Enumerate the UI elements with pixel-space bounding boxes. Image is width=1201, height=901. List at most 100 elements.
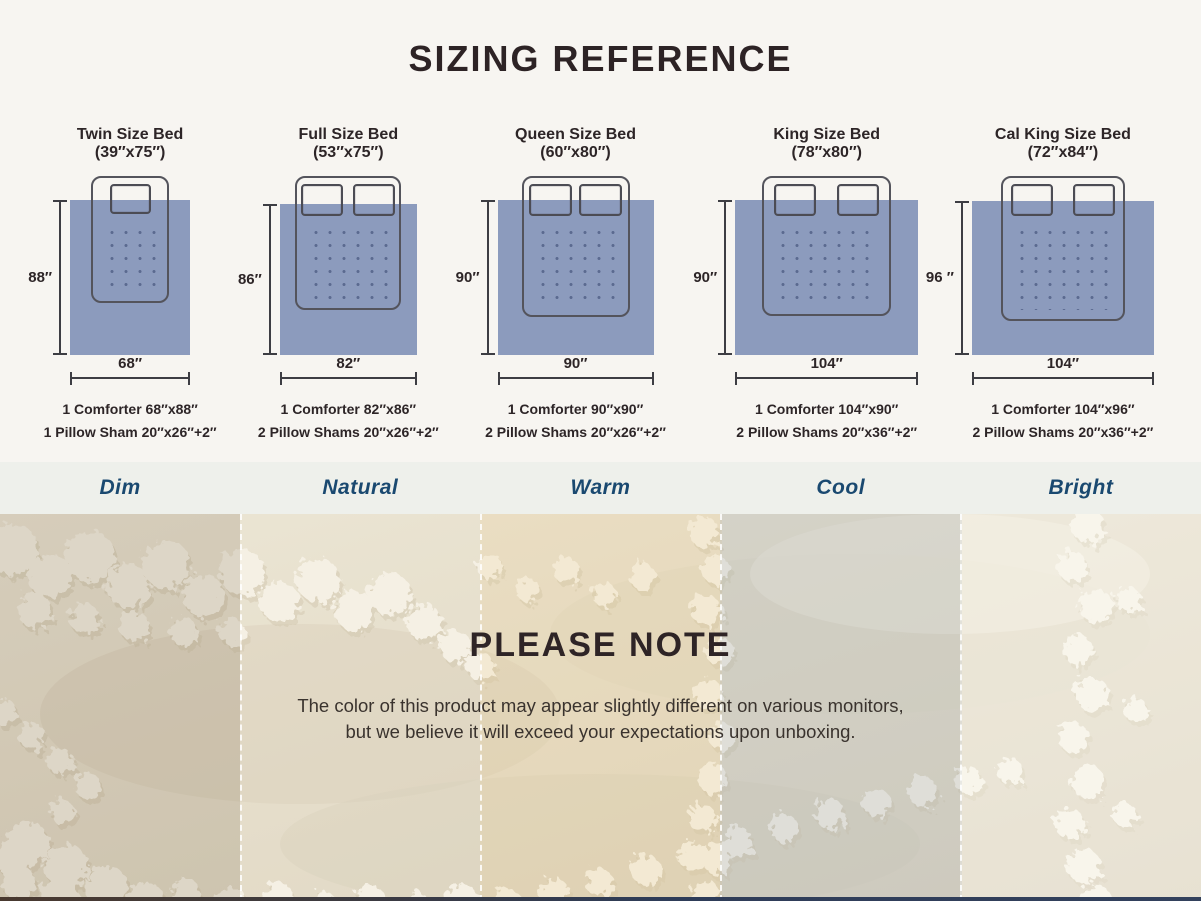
height-label: 90″ — [693, 268, 718, 286]
lighting-label: Bright — [1048, 476, 1114, 499]
lighting-label: Warm — [570, 476, 631, 499]
pillow-row — [93, 184, 167, 214]
bed-column: King Size Bed (78″x80″) 90″ 104″ 1 Comfo… — [693, 126, 947, 444]
mattress-outline — [521, 176, 630, 317]
bed-dimensions: (60″x80″) — [540, 144, 611, 161]
comforter-spec: 1 Comforter 104″x90″ — [755, 401, 899, 417]
pillow-row — [524, 184, 628, 216]
width-label: 82″ — [336, 355, 361, 372]
mattress-outline — [1000, 176, 1125, 321]
bed-diagram: 86″ 82″ — [228, 170, 468, 388]
pillow — [529, 184, 572, 216]
mattress-outline — [91, 176, 170, 303]
pillow — [301, 184, 344, 216]
comforter-spec: 1 Comforter 104″x96″ — [991, 401, 1135, 417]
bed-diagram: 96 ″ 104″ — [926, 170, 1183, 388]
bottom-accent-bar — [0, 897, 1201, 901]
bed-name: Queen Size Bed — [515, 126, 636, 143]
bed-dimensions: (72″x84″) — [1027, 144, 1099, 161]
bed-heading: Cal King Size Bed (72″x84″) — [943, 126, 1183, 162]
bed-heading: King Size Bed (78″x80″) — [707, 126, 947, 162]
bed-dimensions: (53″x75″) — [313, 144, 384, 161]
sham-spec: 2 Pillow Shams 20″x36″+2″ — [972, 424, 1154, 440]
mattress-outline — [295, 176, 402, 310]
height-dimension-line — [53, 200, 68, 355]
width-dimension-line — [735, 372, 919, 385]
height-label: 96 ″ — [925, 269, 954, 286]
bed-specs: 1 Comforter 68″x88″ 1 Pillow Sham 20″x26… — [10, 398, 250, 444]
width-dimension-line — [497, 372, 654, 385]
pillow — [353, 184, 396, 216]
height-dimension-line — [480, 200, 495, 355]
bed-heading: Queen Size Bed (60″x80″) — [455, 126, 695, 162]
fabric-photo — [0, 514, 1201, 901]
bed-heading: Full Size Bed (53″x75″) — [228, 126, 468, 162]
sham-spec: 2 Pillow Shams 20″x26″+2″ — [485, 424, 666, 440]
lighting-photo-section: PLEASE NOTE The color of this product ma… — [0, 514, 1201, 901]
height-label: 86″ — [237, 270, 262, 288]
height-dimension-line — [718, 200, 733, 355]
please-note: PLEASE NOTE The color of this product ma… — [0, 626, 1201, 745]
width-label: 90″ — [563, 355, 588, 372]
beds-row: Twin Size Bed (39″x75″) 88″ 68″ 1 Comfor… — [0, 126, 1201, 444]
pillow — [774, 184, 817, 216]
width-label: 104″ — [810, 355, 843, 372]
lighting-label: Natural — [322, 476, 399, 499]
pillow-row — [764, 184, 889, 216]
dots-pattern — [533, 224, 618, 306]
bed-name: Full Size Bed — [298, 126, 399, 143]
bed-name: Cal King Size Bed — [994, 126, 1131, 143]
bed-column: Twin Size Bed (39″x75″) 88″ 68″ 1 Comfor… — [10, 126, 250, 444]
bed-diagram: 90″ 90″ — [455, 170, 695, 388]
bed-diagram: 90″ 104″ — [693, 170, 947, 388]
dots-pattern — [774, 224, 880, 305]
bed-specs: 1 Comforter 90″x90″ 2 Pillow Shams 20″x2… — [455, 398, 695, 444]
pillow — [109, 184, 151, 214]
lighting-label: Dim — [99, 476, 141, 499]
width-label: 68″ — [118, 355, 143, 372]
sham-spec: 2 Pillow Shams 20″x36″+2″ — [736, 424, 918, 440]
bed-name: Twin Size Bed — [76, 126, 184, 143]
bed-diagram: 88″ 68″ — [10, 170, 250, 388]
bed-dimensions: (78″x80″) — [791, 144, 862, 161]
pompom-tufts — [0, 514, 1148, 901]
bed-specs: 1 Comforter 82″x86″ 2 Pillow Shams 20″x2… — [228, 398, 468, 444]
comforter-spec: 1 Comforter 90″x90″ — [507, 401, 644, 417]
width-dimension-line — [971, 372, 1154, 385]
comforter-spec: 1 Comforter 82″x86″ — [280, 401, 417, 417]
mattress-outline — [762, 176, 892, 316]
sham-spec: 1 Pillow Sham 20″x26″+2″ — [43, 424, 217, 440]
bed-dimensions: (39″x75″) — [94, 144, 166, 161]
pillow — [1072, 184, 1115, 216]
height-label: 90″ — [455, 268, 480, 286]
bed-column: Cal King Size Bed (72″x84″) 96 ″ 104″ 1 … — [926, 126, 1183, 444]
note-line-1: The color of this product may appear sli… — [297, 695, 904, 716]
bed-specs: 1 Comforter 104″x96″ 2 Pillow Shams 20″x… — [943, 398, 1183, 444]
height-dimension-line — [262, 204, 277, 355]
bed-name: King Size Bed — [773, 126, 881, 143]
bed-heading: Twin Size Bed (39″x75″) — [10, 126, 250, 162]
width-dimension-line — [279, 372, 417, 385]
sizing-reference-section: SIZING REFERENCE Twin Size Bed (39″x75″)… — [0, 38, 1201, 444]
pillow-row — [1003, 184, 1123, 216]
sizing-title: SIZING REFERENCE — [408, 38, 793, 79]
pillow — [579, 184, 622, 216]
dots-pattern — [103, 224, 158, 292]
pillow — [1010, 184, 1053, 216]
height-dimension-line — [954, 201, 969, 355]
bed-column: Queen Size Bed (60″x80″) 90″ 90″ 1 Comfo… — [455, 126, 695, 444]
pillow — [837, 184, 880, 216]
sham-spec: 2 Pillow Shams 20″x26″+2″ — [257, 424, 439, 440]
dots-pattern — [307, 224, 390, 299]
height-label: 88″ — [28, 268, 53, 286]
dots-pattern — [1012, 224, 1113, 310]
width-label: 104″ — [1046, 355, 1080, 372]
note-title: PLEASE NOTE — [469, 626, 732, 664]
note-line-2: but we believe it will exceed your expec… — [345, 721, 856, 742]
bed-specs: 1 Comforter 104″x90″ 2 Pillow Shams 20″x… — [707, 398, 947, 444]
bed-column: Full Size Bed (53″x75″) 86″ 82″ 1 Comfor… — [228, 126, 468, 444]
comforter-spec: 1 Comforter 68″x88″ — [62, 401, 198, 417]
pillow-row — [297, 184, 399, 216]
lighting-label: Cool — [816, 476, 866, 499]
